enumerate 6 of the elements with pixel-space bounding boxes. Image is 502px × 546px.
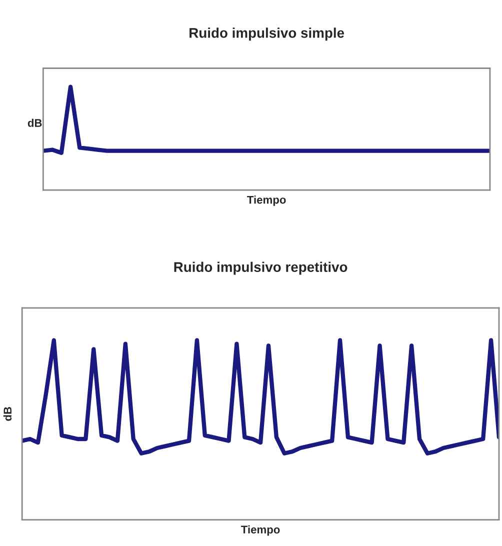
chart-title: Ruido impulsivo simple bbox=[190, 28, 344, 41]
y-axis-title: dB bbox=[3, 406, 12, 421]
y-axis-title: dB bbox=[28, 118, 42, 127]
x-axis-title: Tiempo bbox=[247, 196, 286, 206]
x-axis-title: Tiempo bbox=[241, 525, 280, 536]
chart-title: Ruido impulsivo repetitivo bbox=[174, 262, 348, 275]
